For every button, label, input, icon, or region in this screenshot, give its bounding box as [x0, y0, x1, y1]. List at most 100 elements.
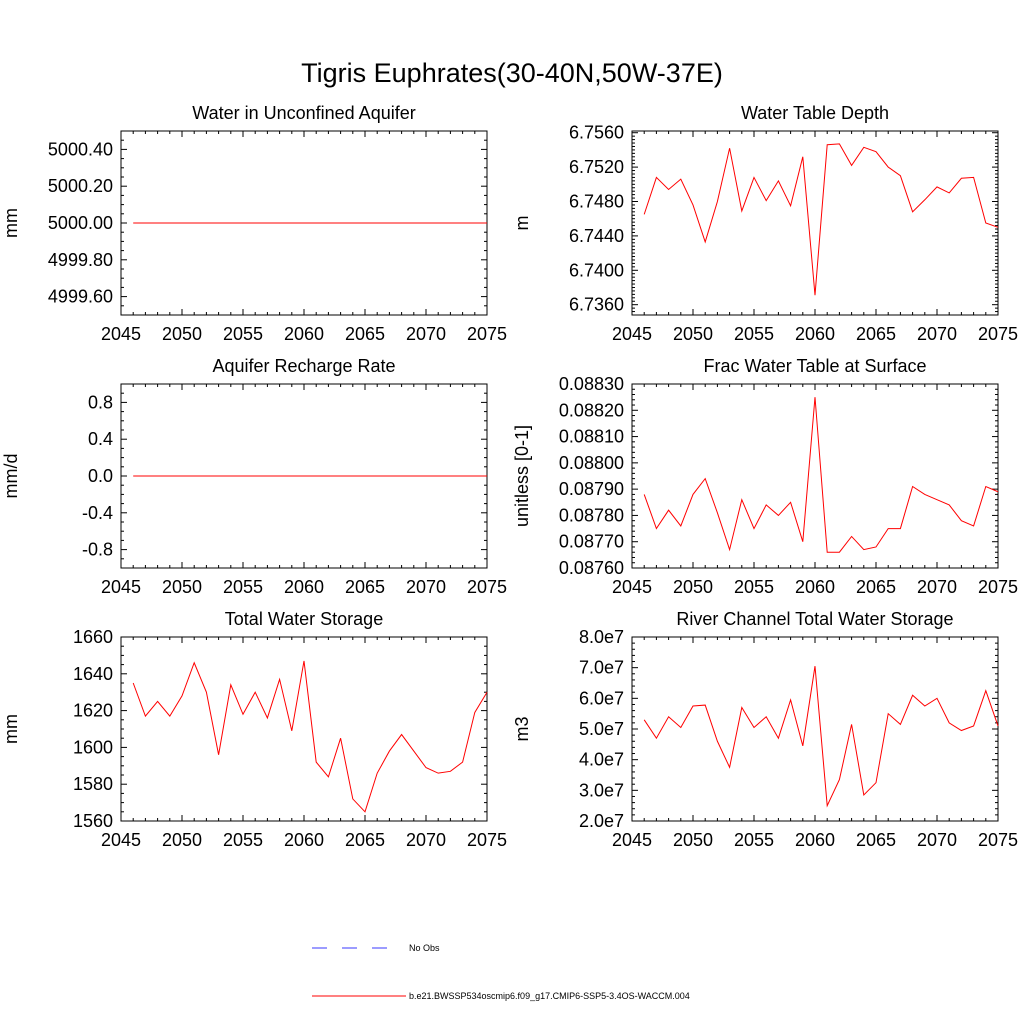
x-tick-label: 2050: [162, 324, 202, 344]
y-tick-label: 1640: [73, 664, 113, 684]
chart-title: Water Table Depth: [741, 103, 889, 123]
y-tick-label: -0.8: [82, 540, 113, 560]
x-tick-label: 2065: [856, 830, 896, 850]
legend-obs-label: No Obs: [409, 943, 440, 953]
x-tick-label: 2060: [795, 577, 835, 597]
y-tick-label: 0.08830: [559, 374, 624, 394]
legend: No Obs b.e21.BWSSP534oscmip6.f09_g17.CMI…: [312, 943, 690, 1001]
x-tick-label: 2055: [223, 830, 263, 850]
x-tick-label: 2065: [856, 577, 896, 597]
chart-title: River Channel Total Water Storage: [676, 609, 953, 629]
chart-panel-3: Aquifer Recharge Rate mm/d 2045 2050 2055 206…: [1, 356, 507, 597]
y-tick-label: 8.0e7: [579, 627, 624, 647]
plot-frame: [631, 130, 999, 316]
y-tick-label: 6.7520: [569, 157, 624, 177]
x-tick-label: 2060: [795, 324, 835, 344]
x-tick-label: 2070: [406, 577, 446, 597]
x-tick-label: 2075: [978, 830, 1018, 850]
y-tick-label: 0.08770: [559, 532, 624, 552]
y-axis-label: mm: [1, 714, 21, 744]
x-tick-label: 2050: [162, 830, 202, 850]
x-tick-label: 2070: [917, 830, 957, 850]
x-tick-label: 2070: [406, 830, 446, 850]
y-tick-label: 0.0: [88, 466, 113, 486]
y-tick-label: 0.8: [88, 392, 113, 412]
x-tick-label: 2070: [917, 577, 957, 597]
x-tick-label: 2045: [612, 324, 652, 344]
x-tick-label: 2065: [345, 577, 385, 597]
y-tick-label: 0.08800: [559, 453, 624, 473]
series-line: [643, 666, 999, 808]
x-tick-label: 2050: [162, 577, 202, 597]
y-tick-label: 3.0e7: [579, 780, 624, 800]
x-tick-label: 2065: [345, 324, 385, 344]
x-tick-label: 2075: [978, 577, 1018, 597]
x-tick-label: 2045: [612, 830, 652, 850]
y-tick-label: 0.4: [88, 429, 113, 449]
x-tick-label: 2045: [101, 577, 141, 597]
panels-group: Water in Unconfined Aquifer mm 2045 2050 205…: [1, 103, 1018, 850]
y-axis-label: mm: [1, 208, 21, 238]
y-tick-label: 0.08810: [559, 427, 624, 447]
y-tick-label: 6.7560: [569, 123, 624, 143]
chart-title: Water in Unconfined Aquifer: [192, 103, 415, 123]
chart-title: Aquifer Recharge Rate: [212, 356, 395, 376]
chart-title: Frac Water Table at Surface: [703, 356, 926, 376]
x-tick-label: 2065: [345, 830, 385, 850]
y-axis-label: m: [512, 216, 532, 231]
x-tick-label: 2055: [734, 830, 774, 850]
x-tick-label: 2055: [734, 577, 774, 597]
y-tick-label: 2.0e7: [579, 811, 624, 831]
y-tick-label: 4.0e7: [579, 750, 624, 770]
x-tick-label: 2075: [467, 577, 507, 597]
x-tick-label: 2045: [101, 324, 141, 344]
y-tick-label: 1600: [73, 737, 113, 757]
chart-panel-2: Water Table Depth m 2045 2050 2055 2060 2065 20…: [512, 103, 1018, 344]
page-title: Tigris Euphrates(30-40N,50W-37E): [301, 58, 723, 88]
y-axis-label: mm/d: [1, 454, 21, 499]
chart-panel-4: Frac Water Table at Surface unitless [0-1…: [512, 356, 1018, 597]
y-tick-label: 7.0e7: [579, 658, 624, 678]
x-tick-label: 2075: [978, 324, 1018, 344]
y-tick-label: 1560: [73, 811, 113, 831]
y-tick-label: 0.08820: [559, 400, 624, 420]
y-tick-label: 6.0e7: [579, 688, 624, 708]
plot-frame: [631, 383, 999, 569]
y-tick-label: 1580: [73, 774, 113, 794]
y-tick-label: 0.08780: [559, 505, 624, 525]
x-tick-label: 2060: [795, 830, 835, 850]
legend-model-label: b.e21.BWSSP534oscmip6.f09_g17.CMIP6-SSP5…: [409, 991, 690, 1001]
y-axis-label: m3: [512, 716, 532, 741]
x-tick-label: 2070: [406, 324, 446, 344]
x-tick-label: 2045: [612, 577, 652, 597]
x-tick-label: 2050: [673, 830, 713, 850]
x-tick-label: 2055: [223, 577, 263, 597]
plot-frame: [631, 636, 999, 822]
y-tick-label: -0.4: [82, 503, 113, 523]
series-line: [643, 143, 999, 296]
y-tick-label: 0.08760: [559, 558, 624, 578]
chart-panel-5: Total Water Storage mm 2045 2050 2055 2060 206…: [1, 609, 507, 850]
x-tick-label: 2060: [284, 577, 324, 597]
x-tick-label: 2050: [673, 324, 713, 344]
x-tick-label: 2070: [917, 324, 957, 344]
x-tick-label: 2045: [101, 830, 141, 850]
y-tick-label: 6.7360: [569, 295, 624, 315]
series-line: [132, 660, 488, 813]
y-tick-label: 6.7440: [569, 226, 624, 246]
x-tick-label: 2060: [284, 830, 324, 850]
x-tick-label: 2055: [223, 324, 263, 344]
y-tick-label: 0.08790: [559, 479, 624, 499]
chart-panel-1: Water in Unconfined Aquifer mm 2045 2050 205…: [1, 103, 507, 344]
y-axis-label: unitless [0-1]: [512, 425, 532, 527]
series-line: [643, 397, 999, 553]
y-tick-label: 1660: [73, 627, 113, 647]
x-tick-label: 2060: [284, 324, 324, 344]
y-tick-label: 1620: [73, 701, 113, 721]
x-tick-label: 2055: [734, 324, 774, 344]
y-tick-label: 6.7400: [569, 260, 624, 280]
x-tick-label: 2075: [467, 324, 507, 344]
y-tick-label: 5000.00: [48, 213, 113, 233]
